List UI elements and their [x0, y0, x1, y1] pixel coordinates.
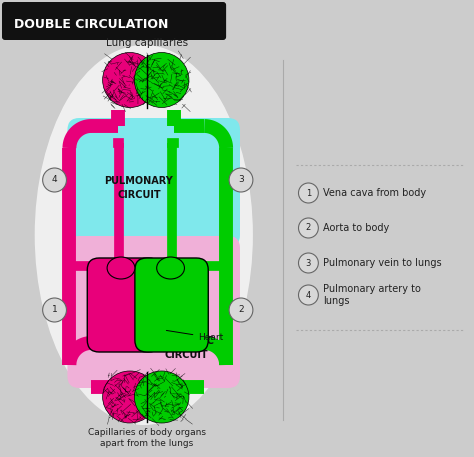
Text: Lung capillaries: Lung capillaries [106, 38, 188, 48]
Ellipse shape [35, 45, 253, 425]
Text: 1: 1 [52, 305, 57, 314]
Text: Aorta to body: Aorta to body [323, 223, 390, 233]
Ellipse shape [103, 53, 157, 107]
Text: 4: 4 [52, 175, 57, 185]
Text: Capillaries of body organs
apart from the lungs: Capillaries of body organs apart from th… [88, 428, 206, 448]
Ellipse shape [103, 371, 157, 423]
Circle shape [43, 298, 66, 322]
Text: 1: 1 [306, 188, 311, 197]
Text: 2: 2 [238, 305, 244, 314]
FancyBboxPatch shape [67, 118, 240, 247]
Ellipse shape [107, 257, 135, 279]
Text: Heart: Heart [166, 330, 224, 342]
FancyBboxPatch shape [67, 236, 240, 388]
FancyBboxPatch shape [135, 258, 208, 352]
Circle shape [299, 218, 319, 238]
FancyBboxPatch shape [2, 2, 226, 40]
Circle shape [299, 253, 319, 273]
Text: 4: 4 [306, 291, 311, 299]
Text: SYSTEMIC
CIRCUIT: SYSTEMIC CIRCUIT [159, 336, 214, 360]
Text: Pulmonary artery to
lungs: Pulmonary artery to lungs [323, 284, 421, 306]
Ellipse shape [157, 257, 184, 279]
FancyBboxPatch shape [87, 258, 161, 352]
Text: 3: 3 [238, 175, 244, 185]
Text: DOUBLE CIRCULATION: DOUBLE CIRCULATION [14, 17, 168, 31]
Circle shape [299, 183, 319, 203]
Ellipse shape [134, 371, 189, 423]
Circle shape [43, 168, 66, 192]
Circle shape [229, 298, 253, 322]
Text: 2: 2 [306, 223, 311, 233]
Text: PULMONARY
CIRCUIT: PULMONARY CIRCUIT [104, 176, 173, 200]
Text: Pulmonary vein to lungs: Pulmonary vein to lungs [323, 258, 442, 268]
Ellipse shape [134, 53, 189, 107]
Circle shape [299, 285, 319, 305]
Circle shape [229, 168, 253, 192]
Text: 3: 3 [306, 259, 311, 267]
Text: Vena cava from body: Vena cava from body [323, 188, 427, 198]
